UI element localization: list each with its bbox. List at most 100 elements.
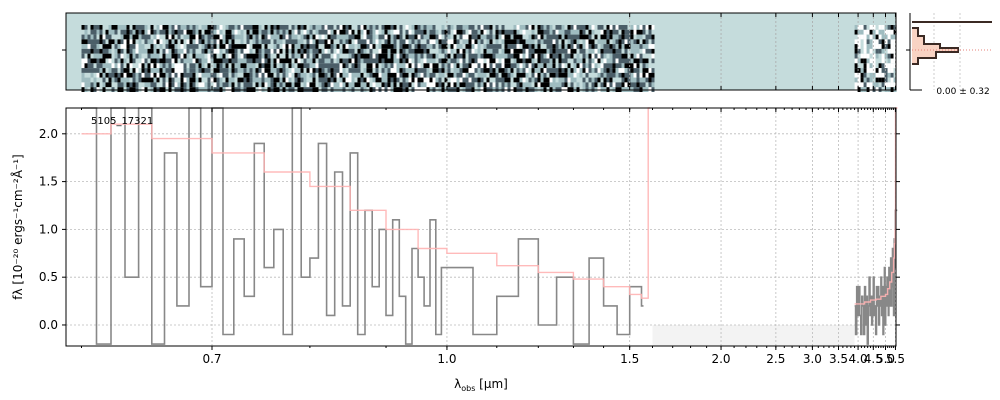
spectrum-pixel [249,82,253,88]
spectrum-pixel [639,44,643,49]
spectrum-pixel [357,34,361,40]
spectrum-2d-pixels [81,25,897,92]
spectrum-pixel [126,63,130,69]
spectrum-pixel [887,63,891,69]
spectrum-pixel [324,82,328,88]
spectrum-pixel [87,58,91,64]
spectrum-pixel [96,72,100,78]
spectrum-pixel [543,72,547,78]
spectrum-pixel [282,68,286,73]
spectrum-pixel [854,48,858,54]
spectrum-pixel [417,53,421,59]
spectrum-pixel [516,53,520,59]
spectrum-pixel [459,48,463,54]
spectrum-pixel [570,53,574,59]
spectrum-pixel [522,29,526,35]
spectrum-pixel [423,68,427,73]
spectrum-pixel [261,39,265,45]
spectrum-pixel [282,29,286,35]
spectrum-pixel [866,68,870,73]
spectrum-pixel [396,63,400,69]
spectrum-pixel [501,25,505,30]
spectrum-pixel [525,77,529,83]
spectrum-pixel [372,34,376,40]
spectrum-pixel [135,34,139,40]
spectrum-pixel [81,34,85,40]
spectrum-pixel [881,39,885,45]
spectrum-pixel [441,29,445,35]
spectrum-pixel [453,39,457,45]
spectrum-pixel [516,68,520,73]
spectrum-pixel [255,39,259,45]
spectrum-pixel [450,72,454,78]
spectrum-pixel [210,58,214,64]
spectrum-pixel [114,29,118,35]
spectrum-pixel [177,44,181,49]
spectrum-pixel [453,58,457,64]
spectrum-pixel [513,25,517,30]
spectrum-pixel [495,63,499,69]
spectrum-pixel [228,58,232,64]
spectrum-pixel [423,34,427,40]
spectrum-pixel [219,29,223,35]
spectrum-pixel [294,44,298,49]
spectrum-pixel [360,34,364,40]
spectrum-pixel [555,48,559,54]
spectrum-pixel [513,58,517,64]
spectrum-pixel [600,39,604,45]
spectrum-pixel [486,53,490,59]
spectrum-pixel [453,25,457,30]
spectrum-pixel [213,34,217,40]
spectrum-pixel [201,68,205,73]
spectrum-pixel [99,34,103,40]
spectrum-pixel [333,34,337,40]
spectrum-pixel [564,82,568,88]
spectrum-pixel [866,58,870,64]
spectrum-pixel [884,39,888,45]
spectrum-pixel [884,58,888,64]
spectrum-pixel [591,82,595,88]
spectrum-pixel [183,63,187,69]
spectrum-pixel [516,72,520,78]
spectrum-pixel [450,68,454,73]
spectrum-pixel [318,63,322,69]
spectrum-pixel [423,82,427,88]
spectrum-pixel [567,53,571,59]
spectrum-pixel [312,48,316,54]
spectrum-pixel [174,29,178,35]
spectrum-pixel [498,58,502,64]
spectrum-pixel [462,58,466,64]
spectrum-pixel [282,25,286,30]
spectrum-pixel [363,68,367,73]
spectrum-pixel [225,68,229,73]
spectrum-pixel [213,25,217,30]
spectrum-pixel [399,53,403,59]
spectrum-pixel [468,48,472,54]
spectrum-pixel [141,53,145,59]
spectrum-pixel [252,48,256,54]
spectrum-pixel [186,25,190,30]
spectrum-pixel [120,39,124,45]
spectrum-pixel [291,77,295,83]
spectrum-pixel [159,39,163,45]
spectrum-pixel [432,63,436,69]
spectrum-pixel [426,29,430,35]
spectrum-pixel [603,77,607,83]
spectrum-pixel [291,29,295,35]
spectrum-pixel [183,39,187,45]
spectrum-pixel [258,53,262,59]
spectrum-pixel [351,25,355,30]
spectrum-pixel [615,53,619,59]
spectrum-pixel [306,44,310,49]
spectrum-pixel [294,39,298,45]
spectrum-pixel [585,25,589,30]
spectrum-pixel [237,39,241,45]
spectrum-pixel [573,72,577,78]
spectrum-pixel [213,48,217,54]
spectrum-pixel [240,48,244,54]
spectrum-pixel [273,25,277,30]
spectrum-pixel [618,25,622,30]
spectrum-pixel [168,34,172,40]
spectrum-pixel [612,63,616,69]
spectrum-pixel [342,34,346,40]
